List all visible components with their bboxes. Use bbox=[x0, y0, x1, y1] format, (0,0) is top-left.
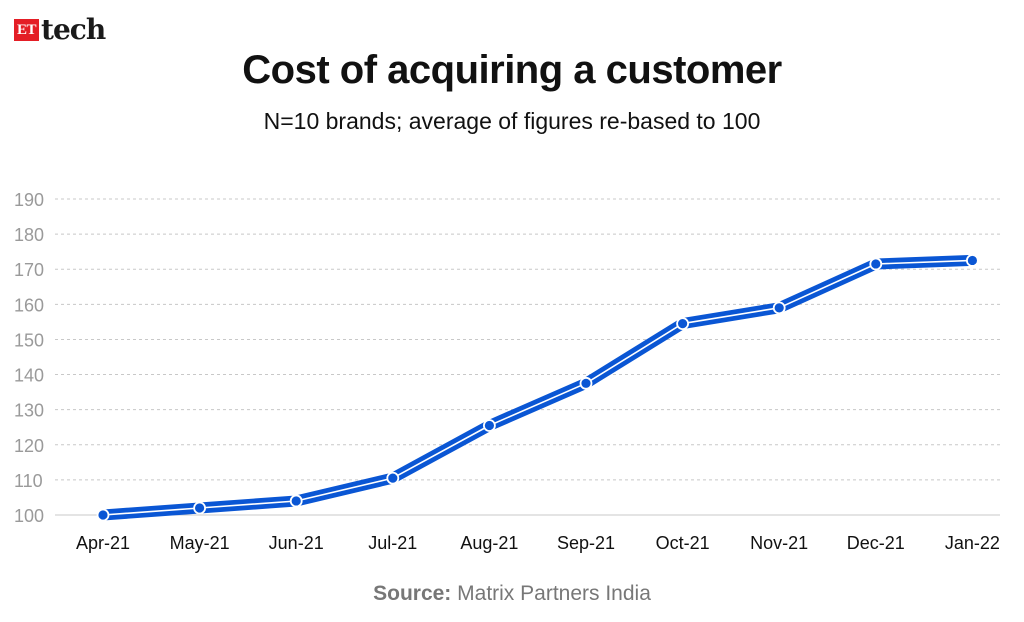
et-tech-logo: ET tech bbox=[14, 13, 106, 46]
chart-title: Cost of acquiring a customer bbox=[242, 48, 782, 92]
y-tick-label: 150 bbox=[14, 330, 44, 350]
x-axis-ticks: Apr-21 May-21 Jun-21 Jul-21 Aug-21 Sep-21 Oct-… bbox=[76, 533, 1000, 553]
data-points bbox=[96, 254, 979, 522]
x-tick-label: Sep-21 bbox=[557, 533, 615, 553]
x-tick-label: Jan-22 bbox=[945, 533, 1000, 553]
x-tick-label: Jun-21 bbox=[269, 533, 324, 553]
logo-badge: ET bbox=[14, 19, 40, 41]
y-tick-label: 120 bbox=[14, 436, 44, 456]
data-point bbox=[966, 254, 979, 267]
x-tick-label: May-21 bbox=[170, 533, 230, 553]
chart-subtitle: N=10 brands; average of figures re-based… bbox=[263, 108, 761, 134]
y-tick-label: 100 bbox=[14, 506, 44, 526]
source-text: Matrix Partners India bbox=[457, 582, 651, 605]
data-point bbox=[869, 257, 883, 271]
data-point bbox=[482, 419, 496, 432]
grid-lines bbox=[55, 198, 1000, 516]
y-tick-label: 170 bbox=[14, 260, 44, 280]
source-note: Source: Matrix Partners India bbox=[0, 582, 1024, 606]
y-tick-label: 130 bbox=[14, 401, 44, 421]
data-point bbox=[579, 376, 593, 390]
data-point bbox=[386, 471, 400, 485]
data-point bbox=[772, 301, 786, 315]
y-tick-label: 160 bbox=[14, 295, 44, 315]
x-tick-label: Apr-21 bbox=[76, 533, 130, 553]
logo-wordmark: tech bbox=[41, 13, 106, 46]
y-tick-label: 110 bbox=[14, 471, 43, 491]
x-tick-label: Aug-21 bbox=[460, 533, 518, 553]
series-line-highlight bbox=[102, 259, 974, 516]
x-tick-label: Jul-21 bbox=[368, 533, 417, 553]
x-tick-label: Nov-21 bbox=[750, 533, 808, 553]
x-tick-label: Dec-21 bbox=[847, 533, 905, 553]
data-point bbox=[289, 494, 303, 508]
x-tick-label: Oct-21 bbox=[656, 533, 710, 553]
series-line bbox=[97, 254, 978, 521]
y-axis-ticks: 100 110 120 130 140 150 160 170 180 190 bbox=[14, 190, 44, 526]
source-label: Source: bbox=[373, 582, 452, 605]
data-point bbox=[676, 317, 689, 331]
data-point bbox=[193, 501, 207, 515]
y-tick-label: 190 bbox=[14, 190, 44, 210]
y-tick-label: 180 bbox=[14, 225, 44, 245]
data-point bbox=[96, 508, 110, 522]
series-line-outer bbox=[97, 254, 978, 521]
y-tick-label: 140 bbox=[14, 366, 44, 386]
